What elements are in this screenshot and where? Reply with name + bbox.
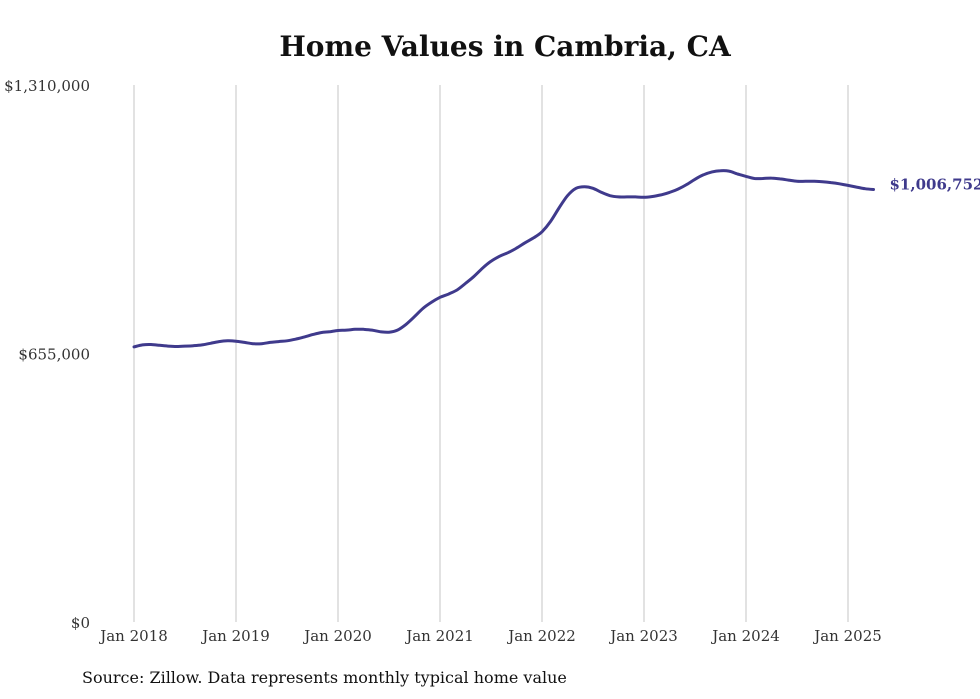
x-tick-label: Jan 2019 xyxy=(200,627,270,645)
y-tick-label: $655,000 xyxy=(18,346,90,364)
end-value-label: $1,006,752 xyxy=(890,176,980,194)
vertical-gridlines xyxy=(133,85,849,622)
x-tick-label: Jan 2022 xyxy=(506,627,576,645)
x-tick-label: Jan 2020 xyxy=(302,627,372,645)
x-tick-label: Jan 2018 xyxy=(98,627,168,645)
y-axis: $0 $655,000 $1,310,000 xyxy=(4,77,90,632)
y-tick-label: $1,310,000 xyxy=(4,77,90,95)
source-note: Source: Zillow. Data represents monthly … xyxy=(82,668,567,687)
x-tick-label: Jan 2024 xyxy=(710,627,780,645)
x-tick-label: Jan 2025 xyxy=(812,627,882,645)
x-tick-label: Jan 2023 xyxy=(608,627,678,645)
x-tick-label: Jan 2021 xyxy=(404,627,474,645)
home-value-line xyxy=(132,169,875,349)
y-tick-label: $0 xyxy=(71,614,90,632)
x-axis: Jan 2018 Jan 2019 Jan 2020 Jan 2021 Jan 2022… xyxy=(98,627,882,645)
chart-title: Home Values in Cambria, CA xyxy=(279,30,731,63)
